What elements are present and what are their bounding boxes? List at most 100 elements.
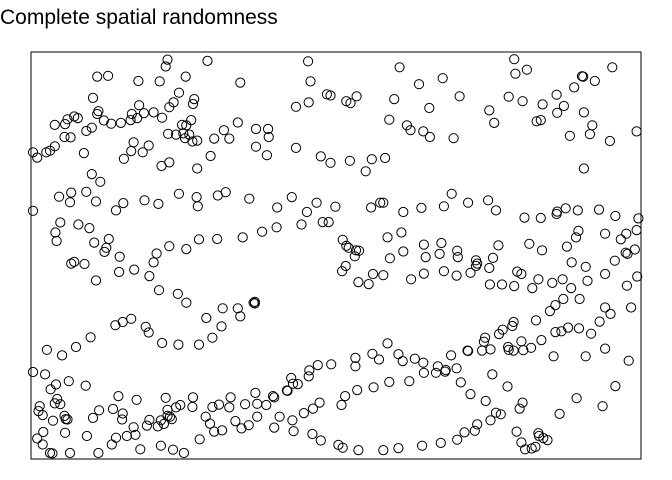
- data-point: [556, 326, 567, 337]
- data-point: [178, 447, 189, 459]
- data-point: [542, 435, 553, 446]
- data-point: [173, 188, 185, 199]
- data-point: [438, 201, 449, 212]
- data-point: [193, 339, 205, 350]
- data-point: [337, 234, 348, 245]
- data-point: [194, 434, 205, 445]
- data-point: [341, 240, 352, 251]
- data-point: [269, 422, 280, 433]
- data-point: [41, 147, 52, 158]
- data-point: [349, 251, 360, 262]
- data-point: [350, 245, 362, 256]
- data-point: [160, 61, 171, 72]
- data-point: [292, 379, 303, 390]
- data-point: [51, 235, 62, 247]
- data-point: [45, 384, 56, 395]
- data-point: [216, 321, 227, 332]
- data-point: [173, 87, 185, 98]
- data-point: [157, 112, 168, 123]
- data-point: [240, 399, 251, 410]
- data-point: [367, 268, 379, 280]
- data-point: [367, 348, 378, 359]
- data-point: [115, 117, 127, 129]
- data-point: [350, 352, 361, 363]
- data-point: [81, 186, 92, 197]
- data-point: [530, 315, 542, 326]
- data-point: [131, 394, 142, 405]
- data-point: [470, 255, 482, 266]
- data-point: [132, 113, 143, 124]
- data-point: [375, 197, 386, 208]
- data-point: [303, 97, 314, 108]
- data-point: [578, 107, 590, 118]
- data-point: [143, 140, 154, 151]
- data-point: [296, 219, 307, 230]
- data-point: [175, 399, 186, 411]
- data-point: [180, 133, 191, 144]
- data-point: [263, 123, 274, 135]
- data-point: [235, 77, 246, 88]
- data-point: [507, 320, 518, 332]
- data-point: [465, 267, 476, 278]
- data-point: [484, 279, 495, 290]
- data-point: [78, 148, 90, 159]
- data-point: [133, 75, 144, 87]
- data-point: [465, 389, 476, 400]
- data-point: [201, 312, 212, 324]
- data-point: [325, 157, 336, 168]
- data-point: [563, 322, 574, 333]
- data-point: [398, 206, 409, 218]
- data-point: [418, 357, 429, 368]
- data-point: [503, 91, 514, 102]
- data-point: [435, 437, 446, 448]
- data-point: [224, 133, 235, 144]
- data-point: [378, 197, 389, 208]
- data-point: [621, 280, 633, 291]
- data-point: [94, 405, 105, 416]
- data-point: [209, 133, 220, 144]
- data-point: [470, 260, 482, 272]
- data-point: [143, 327, 154, 338]
- data-point: [60, 427, 71, 438]
- data-point: [480, 332, 491, 343]
- data-point: [151, 248, 162, 259]
- data-point: [398, 246, 409, 257]
- data-point: [609, 255, 620, 266]
- data-point: [382, 232, 393, 243]
- data-point: [86, 169, 97, 180]
- data-point: [508, 345, 519, 356]
- data-point: [594, 316, 605, 327]
- data-point: [531, 116, 542, 127]
- data-point: [217, 425, 228, 436]
- data-point: [626, 302, 637, 313]
- data-point: [605, 308, 616, 319]
- data-point: [551, 89, 562, 100]
- data-point: [65, 132, 76, 143]
- data-point: [469, 425, 480, 436]
- data-point: [301, 206, 312, 218]
- data-point: [93, 447, 104, 459]
- data-point: [511, 426, 522, 437]
- data-point: [218, 125, 229, 136]
- data-point: [438, 266, 449, 277]
- data-point: [420, 252, 431, 263]
- data-point: [558, 293, 569, 305]
- data-point: [287, 415, 298, 426]
- data-point: [600, 302, 611, 313]
- data-point: [269, 392, 280, 403]
- data-point: [235, 311, 246, 322]
- data-point: [519, 212, 530, 223]
- data-point: [535, 115, 546, 126]
- data-point: [192, 201, 203, 212]
- data-point: [363, 279, 374, 290]
- data-point: [352, 385, 363, 396]
- data-point: [27, 205, 39, 216]
- data-point: [409, 353, 420, 364]
- data-point: [287, 378, 299, 389]
- data-point: [424, 131, 435, 143]
- data-point: [202, 55, 213, 67]
- data-point: [396, 227, 407, 238]
- data-point: [261, 399, 272, 411]
- data-point: [261, 150, 272, 161]
